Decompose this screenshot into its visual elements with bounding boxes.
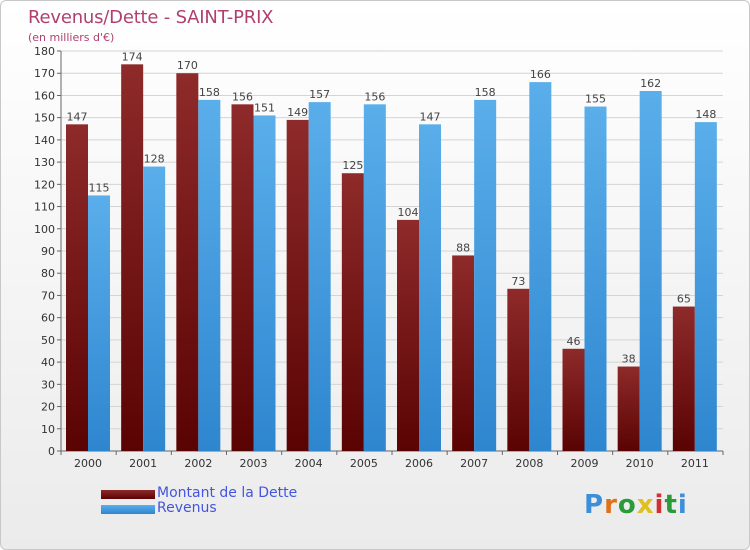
data-label: 73 — [511, 275, 525, 288]
bar-dette — [617, 366, 640, 451]
x-tick-label: 2011 — [681, 457, 709, 470]
bar-revenus — [694, 122, 717, 451]
bar-dette — [286, 119, 309, 451]
bar-revenus — [363, 104, 386, 451]
y-tick-label: 40 — [41, 356, 55, 369]
y-tick-label: 140 — [34, 134, 55, 147]
legend-label-dette: Montant de la Dette — [157, 485, 298, 501]
y-tick-label: 180 — [34, 45, 55, 58]
data-label: 158 — [199, 86, 220, 99]
bar-revenus — [584, 106, 607, 452]
y-tick-label: 50 — [41, 334, 55, 347]
bar-revenus — [474, 99, 497, 451]
data-label: 88 — [456, 241, 470, 254]
y-tick-label: 70 — [41, 289, 55, 302]
x-tick-label: 2010 — [626, 457, 654, 470]
data-label: 157 — [309, 88, 330, 101]
y-tick-label: 90 — [41, 245, 55, 258]
bar-dette — [121, 64, 144, 452]
data-label: 156 — [232, 90, 253, 103]
bar-revenus — [88, 195, 110, 451]
y-tick-label: 30 — [41, 378, 55, 391]
x-tick-label: 2009 — [571, 457, 599, 470]
bar-revenus — [253, 115, 276, 451]
data-label: 156 — [364, 90, 385, 103]
data-label: 174 — [122, 50, 143, 63]
y-tick-label: 130 — [34, 156, 55, 169]
data-label: 148 — [695, 108, 716, 121]
data-label: 147 — [67, 110, 88, 123]
x-tick-label: 2005 — [350, 457, 378, 470]
x-tick-label: 2006 — [405, 457, 433, 470]
bar-dette — [231, 104, 254, 451]
x-tick-label: 2004 — [295, 457, 323, 470]
bar-dette — [66, 124, 88, 451]
bar-revenus — [639, 91, 662, 451]
chart-subtitle: (en milliers d'€) — [28, 31, 115, 44]
bar-revenus — [308, 102, 331, 451]
bar-revenus — [419, 124, 441, 451]
y-tick-label: 0 — [48, 445, 55, 458]
data-label: 38 — [622, 353, 636, 366]
data-label: 162 — [640, 77, 661, 90]
y-tick-label: 120 — [34, 178, 55, 191]
bar-dette — [176, 73, 199, 451]
y-tick-label: 100 — [34, 223, 55, 236]
bar-revenus — [529, 82, 552, 451]
data-label: 65 — [677, 293, 691, 306]
y-tick-label: 110 — [34, 201, 55, 214]
x-tick-label: 2003 — [240, 457, 268, 470]
data-label: 158 — [475, 86, 496, 99]
legend-swatch-revenus — [101, 505, 155, 514]
y-tick-label: 170 — [34, 67, 55, 80]
legend-label-revenus: Revenus — [157, 500, 217, 516]
data-label: 147 — [420, 110, 441, 123]
x-tick-label: 2001 — [129, 457, 157, 470]
data-label: 155 — [585, 93, 606, 106]
x-tick-label: 2007 — [460, 457, 488, 470]
data-label: 128 — [144, 153, 165, 166]
data-label: 46 — [567, 335, 581, 348]
y-tick-label: 160 — [34, 89, 55, 102]
bar-revenus — [198, 99, 221, 451]
bar-dette — [507, 288, 530, 451]
data-label: 125 — [342, 159, 363, 172]
bar-dette — [672, 306, 695, 451]
chart-title: Revenus/Dette - SAINT-PRIX — [28, 7, 274, 28]
bar-dette — [341, 173, 364, 451]
y-tick-label: 20 — [41, 401, 55, 414]
data-label: 104 — [398, 206, 419, 219]
y-tick-label: 150 — [34, 112, 55, 125]
legend-swatch-dette — [101, 490, 155, 499]
y-tick-label: 80 — [41, 267, 55, 280]
bar-dette — [452, 255, 475, 451]
x-tick-label: 2008 — [515, 457, 543, 470]
proxiti-logo: Proxiti — [584, 490, 688, 520]
y-tick-label: 10 — [41, 423, 55, 436]
bar-dette — [562, 348, 585, 451]
y-tick-label: 60 — [41, 312, 55, 325]
data-label: 151 — [254, 101, 275, 114]
data-label: 115 — [89, 181, 110, 194]
data-label: 149 — [287, 106, 308, 119]
data-label: 170 — [177, 59, 198, 72]
bar-dette — [397, 219, 419, 451]
x-tick-label: 2000 — [74, 457, 102, 470]
bar-revenus — [143, 166, 166, 452]
x-tick-label: 2002 — [184, 457, 212, 470]
data-label: 166 — [530, 68, 551, 81]
